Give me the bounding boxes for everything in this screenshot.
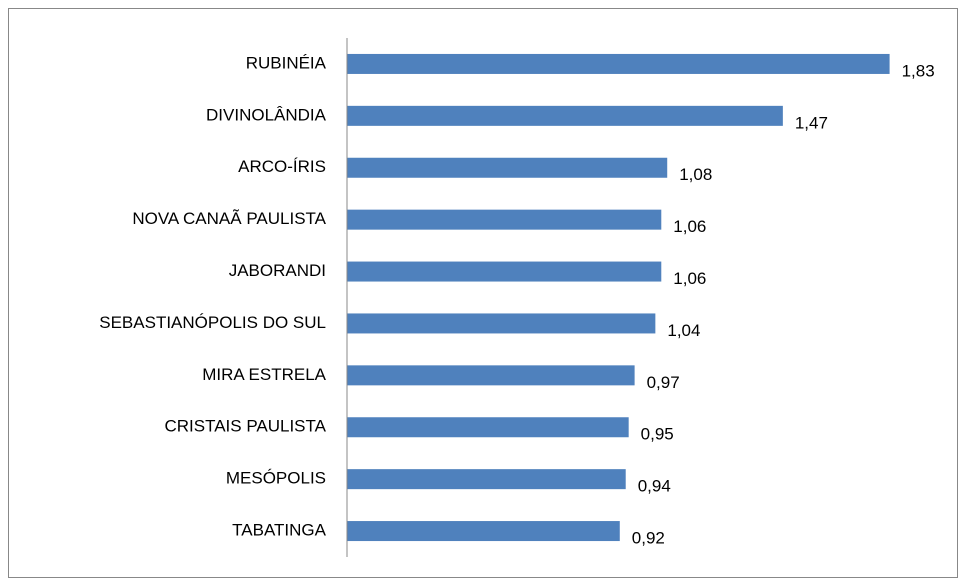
- bar: [347, 313, 656, 334]
- bar: [347, 105, 783, 126]
- y-tick-label: SEBASTIANÓPOLIS DO SUL: [99, 313, 326, 332]
- value-label: 1,08: [679, 165, 712, 184]
- bar: [347, 521, 620, 542]
- y-tick-label: MESÓPOLIS: [226, 469, 326, 488]
- chart-border: [8, 8, 958, 578]
- bar: [347, 469, 626, 490]
- y-tick-label: MIRA ESTRELA: [202, 365, 326, 384]
- bar: [347, 261, 662, 282]
- y-tick-label: NOVA CANAÃ PAULISTA: [132, 209, 326, 228]
- bar: [347, 53, 890, 74]
- bar: [347, 209, 662, 230]
- value-label: 1,06: [673, 217, 706, 236]
- value-label: 0,95: [641, 425, 674, 444]
- y-tick-label: JABORANDI: [229, 261, 326, 280]
- y-tick-label: RUBINÉIA: [246, 53, 327, 72]
- bar: [347, 157, 668, 178]
- value-label: 0,92: [632, 529, 665, 548]
- value-label: 0,97: [647, 373, 680, 392]
- bar: [347, 417, 629, 438]
- bar: [347, 365, 635, 386]
- value-label: 0,94: [638, 477, 671, 496]
- value-label: 1,04: [667, 321, 700, 340]
- y-tick-label: DIVINOLÂNDIA: [206, 105, 327, 124]
- y-tick-label: CRISTAIS PAULISTA: [164, 417, 326, 436]
- value-label: 1,47: [795, 113, 828, 132]
- y-tick-label: TABATINGA: [232, 521, 326, 540]
- value-label: 1,06: [673, 269, 706, 288]
- y-tick-label: ARCO-ÍRIS: [238, 157, 326, 176]
- value-label: 1,83: [902, 61, 935, 80]
